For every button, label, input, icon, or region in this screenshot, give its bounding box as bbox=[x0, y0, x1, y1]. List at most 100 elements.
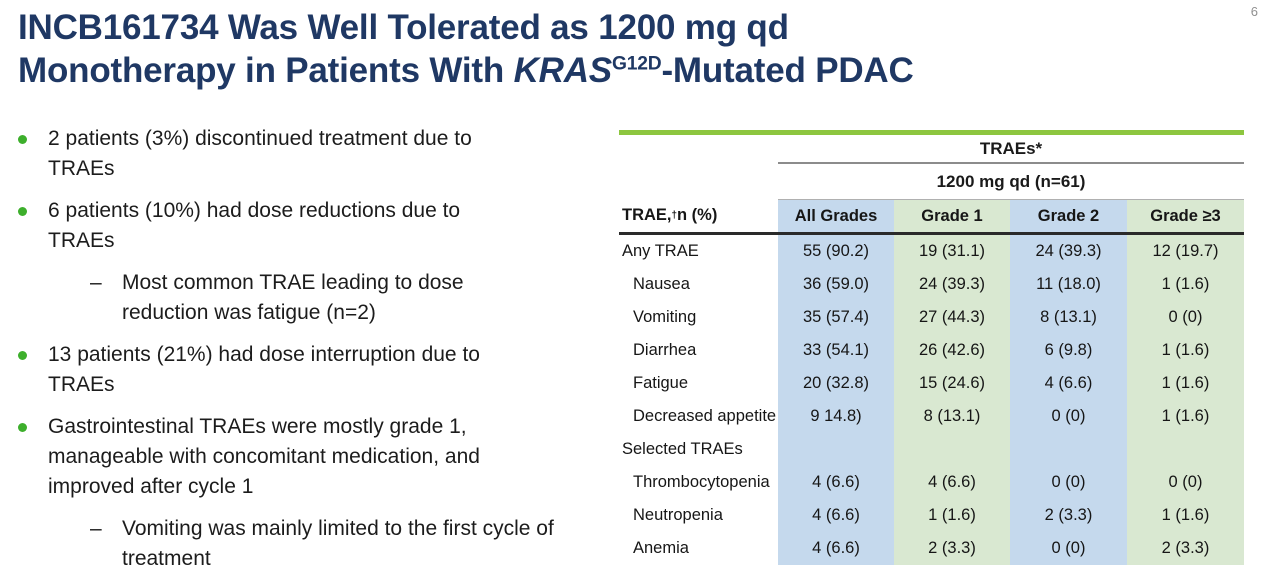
row-label: Fatigue bbox=[619, 367, 778, 400]
row-label: Diarrhea bbox=[619, 334, 778, 367]
table-cell: 9 14.8) bbox=[778, 400, 894, 433]
page-number: 6 bbox=[1250, 4, 1258, 19]
table-cell: 0 (0) bbox=[1010, 400, 1127, 433]
bullet-list: 2 patients (3%) discontinued treatment d… bbox=[18, 124, 593, 586]
table-cell: 1 (1.6) bbox=[1127, 334, 1244, 367]
table-cell: 8 (13.1) bbox=[894, 400, 1010, 433]
table-cell: 0 (0) bbox=[1010, 532, 1127, 565]
bullet-text: Gastrointestinal TRAEs were mostly grade… bbox=[48, 415, 480, 498]
table-cell: 24 (39.3) bbox=[894, 268, 1010, 301]
table-cell: 1 (1.6) bbox=[894, 499, 1010, 532]
table-cell: 4 (6.6) bbox=[778, 532, 894, 565]
row-label: Anemia bbox=[619, 532, 778, 565]
bullet-text: Vomiting was mainly limited to the first… bbox=[122, 517, 554, 570]
bullet-text: 13 patients (21%) had dose interruption … bbox=[48, 343, 480, 396]
table-cell: 20 (32.8) bbox=[778, 367, 894, 400]
row-label: Nausea bbox=[619, 268, 778, 301]
table-cell: 1 (1.6) bbox=[1127, 499, 1244, 532]
column-header: Grade ≥3 bbox=[1127, 199, 1244, 232]
table-cell: 1 (1.6) bbox=[1127, 400, 1244, 433]
table-cell: 4 (6.6) bbox=[778, 466, 894, 499]
row-label: Vomiting bbox=[619, 301, 778, 334]
table-cell: 0 (0) bbox=[1127, 301, 1244, 334]
table-cell: 2 (3.3) bbox=[1127, 532, 1244, 565]
row-label: Any TRAE bbox=[619, 235, 778, 268]
table-column-header-row: TRAE, † n (%) All Grades Grade 1 Grade 2 … bbox=[619, 199, 1244, 232]
column-header: All Grades bbox=[778, 199, 894, 232]
table-cell: 0 (0) bbox=[1010, 466, 1127, 499]
column-header: Grade 1 bbox=[894, 199, 1010, 232]
table-cell: 6 (9.8) bbox=[1010, 334, 1127, 367]
dash-marker-icon bbox=[90, 268, 122, 328]
table-cell: 1 (1.6) bbox=[1127, 367, 1244, 400]
list-item-sub: Vomiting was mainly limited to the first… bbox=[90, 514, 593, 574]
table-cell: 24 (39.3) bbox=[1010, 235, 1127, 268]
table-cell: 2 (3.3) bbox=[1010, 499, 1127, 532]
title-line1: INCB161734 Was Well Tolerated as 1200 mg… bbox=[18, 8, 789, 47]
header-divider-line bbox=[619, 232, 1244, 235]
bullet-dot-icon bbox=[18, 351, 27, 360]
table-cell: 19 (31.1) bbox=[894, 235, 1010, 268]
list-item: 13 patients (21%) had dose interruption … bbox=[18, 340, 593, 400]
bullet-dot-icon bbox=[18, 135, 27, 144]
table-dose-header-row: 1200 mg qd (n=61) bbox=[619, 164, 1244, 199]
table-cell bbox=[1010, 433, 1127, 466]
table-row: Any TRAE 55 (90.2) 19 (31.1) 24 (39.3) 1… bbox=[619, 235, 1244, 268]
title-gene-name: KRAS bbox=[513, 51, 613, 90]
row-label: Decreased appetite bbox=[619, 400, 778, 433]
table-cell bbox=[1127, 433, 1244, 466]
column-header: Grade 2 bbox=[1010, 199, 1127, 232]
table-row: Diarrhea 33 (54.1) 26 (42.6) 6 (9.8) 1 (… bbox=[619, 334, 1244, 367]
table-row: Nausea 36 (59.0) 24 (39.3) 11 (18.0) 1 (… bbox=[619, 268, 1244, 301]
row-label-header-suffix: n (%) bbox=[677, 206, 718, 224]
slide-title: INCB161734 Was Well Tolerated as 1200 mg… bbox=[18, 6, 914, 92]
table-cell: 55 (90.2) bbox=[778, 235, 894, 268]
table-row: Decreased appetite 9 14.8) 8 (13.1) 0 (0… bbox=[619, 400, 1244, 433]
list-item: 2 patients (3%) discontinued treatment d… bbox=[18, 124, 593, 184]
table-row-label-header: TRAE, † n (%) bbox=[619, 199, 778, 232]
dash-marker-icon bbox=[90, 514, 122, 574]
table-cell: 35 (57.4) bbox=[778, 301, 894, 334]
table-row: Fatigue 20 (32.8) 15 (24.6) 4 (6.6) 1 (1… bbox=[619, 367, 1244, 400]
list-item: Gastrointestinal TRAEs were mostly grade… bbox=[18, 412, 593, 502]
table-cell: 1 (1.6) bbox=[1127, 268, 1244, 301]
bullet-text: Most common TRAE leading to dose reducti… bbox=[122, 271, 464, 324]
table-row: Vomiting 35 (57.4) 27 (44.3) 8 (13.1) 0 … bbox=[619, 301, 1244, 334]
bullet-text: 6 patients (10%) had dose reductions due… bbox=[48, 199, 461, 252]
table-row: Anemia 4 (6.6) 2 (3.3) 0 (0) 2 (3.3) bbox=[619, 532, 1244, 565]
table-cell: 4 (6.6) bbox=[778, 499, 894, 532]
table-cell bbox=[894, 433, 1010, 466]
table-row: Neutropenia 4 (6.6) 1 (1.6) 2 (3.3) 1 (1… bbox=[619, 499, 1244, 532]
table-cell: 4 (6.6) bbox=[1010, 367, 1127, 400]
list-item: 6 patients (10%) had dose reductions due… bbox=[18, 196, 593, 256]
table-group-header-row: TRAEs* bbox=[619, 135, 1244, 164]
table-cell: 15 (24.6) bbox=[894, 367, 1010, 400]
title-gene-variant-superscript: G12D bbox=[611, 53, 662, 75]
spacer bbox=[619, 135, 778, 164]
row-label: Selected TRAEs bbox=[619, 433, 778, 466]
bullet-dot-icon bbox=[18, 423, 27, 432]
table-cell: 0 (0) bbox=[1127, 466, 1244, 499]
row-label-header-prefix: TRAE, bbox=[622, 206, 672, 224]
table-cell: 2 (3.3) bbox=[894, 532, 1010, 565]
table-cell: 12 (19.7) bbox=[1127, 235, 1244, 268]
list-item-sub: Most common TRAE leading to dose reducti… bbox=[90, 268, 593, 328]
spacer bbox=[619, 164, 778, 199]
bullet-text: 2 patients (3%) discontinued treatment d… bbox=[48, 127, 472, 180]
table-dose-header: 1200 mg qd (n=61) bbox=[936, 171, 1086, 191]
title-line2-prefix: Monotherapy in Patients With bbox=[18, 51, 514, 90]
table-top-accent-bar bbox=[619, 130, 1244, 135]
title-line2-suffix: -Mutated PDAC bbox=[661, 51, 914, 90]
table-cell: 8 (13.1) bbox=[1010, 301, 1127, 334]
trae-table: TRAEs* 1200 mg qd (n=61) TRAE, † n (%) Al… bbox=[619, 130, 1244, 565]
row-label: Thrombocytopenia bbox=[619, 466, 778, 499]
row-label: Neutropenia bbox=[619, 499, 778, 532]
table-cell: 11 (18.0) bbox=[1010, 268, 1127, 301]
table-cell: 26 (42.6) bbox=[894, 334, 1010, 367]
table-cell: 4 (6.6) bbox=[894, 466, 1010, 499]
table-cell bbox=[778, 433, 894, 466]
table-cell: 27 (44.3) bbox=[894, 301, 1010, 334]
table-row: Thrombocytopenia 4 (6.6) 4 (6.6) 0 (0) 0… bbox=[619, 466, 1244, 499]
table-group-header: TRAEs* bbox=[778, 135, 1244, 164]
